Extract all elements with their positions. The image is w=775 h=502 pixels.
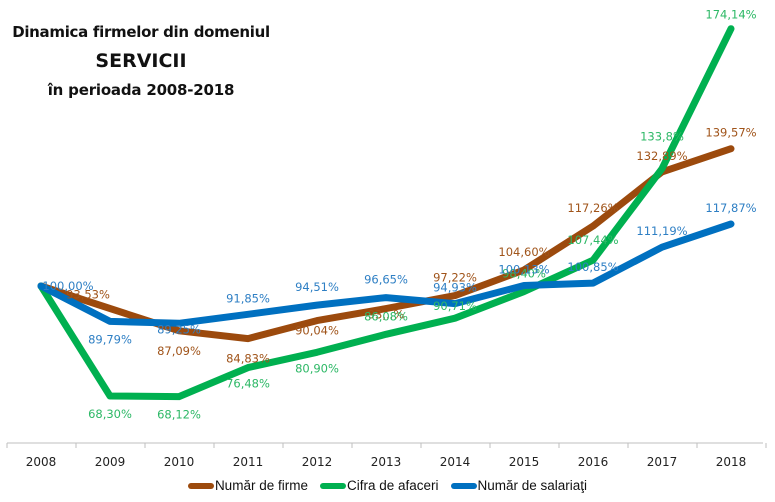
data-label-numar-firme: 139,57% <box>705 126 756 140</box>
data-label-numar-firme: 90,04% <box>295 324 339 338</box>
x-axis: 2008 2009 2010 2011 2012 2013 2014 2015 2016 2017… <box>6 442 767 469</box>
data-label-numar-salariati: 100,00% <box>42 279 93 293</box>
legend-item-numar-salariati[interactable]: Număr de salariaţi <box>450 478 588 493</box>
x-tick-label: 2014 <box>440 455 471 469</box>
chart-title-line1: Dinamica firmelor din domeniul <box>12 23 270 41</box>
data-label-cifra-afaceri: 174,14% <box>705 8 756 22</box>
legend-swatch-numar-salariati <box>450 482 477 489</box>
data-label-numar-salariati: 94,51% <box>295 280 339 294</box>
legend-label-numar-firme: Număr de firme <box>214 478 308 493</box>
legend-swatch-cifra-afaceri <box>319 482 346 489</box>
x-tick-label: 2008 <box>26 455 57 469</box>
data-label-cifra-afaceri: 80,90% <box>295 361 339 375</box>
x-tick-label: 2009 <box>95 455 126 469</box>
legend-item-cifra-afaceri[interactable]: Cifra de afaceri <box>319 478 439 493</box>
data-label-cifra-afaceri: 98,40% <box>502 267 546 281</box>
data-labels: 93,53% 87,09% 84,83% 90,04% 93,..% 97,22% 104,… <box>42 8 756 422</box>
data-label-numar-firme: 97,22% <box>433 271 477 285</box>
data-label-numar-salariati: 89,25% <box>157 322 201 336</box>
data-label-numar-salariati: 100,85% <box>567 260 618 274</box>
legend-swatch-numar-firme <box>187 482 214 489</box>
data-label-numar-salariati: 100,13% <box>498 263 549 277</box>
x-tick-label: 2015 <box>509 455 540 469</box>
data-label-numar-salariati: 117,87% <box>705 201 756 215</box>
data-label-numar-salariati: 94,93% <box>433 281 477 295</box>
data-label-cifra-afaceri: 76,48% <box>226 377 270 391</box>
data-label-cifra-afaceri: 107,44% <box>567 233 618 247</box>
data-label-numar-salariati: 111,19% <box>636 224 687 238</box>
legend-label-numar-salariati: Număr de salariaţi <box>477 478 588 493</box>
series-lines <box>37 25 735 401</box>
x-tick-label: 2011 <box>233 455 264 469</box>
data-label-cifra-afaceri: 68,30% <box>88 407 132 421</box>
data-label-numar-firme: 104,60% <box>498 245 549 259</box>
chart-title: Dinamica firmelor din domeniul SERVICII … <box>0 22 282 100</box>
x-tick-label: 2010 <box>164 455 195 469</box>
data-label-numar-salariati: 89,79% <box>88 332 132 346</box>
data-label-numar-firme: 84,83% <box>226 352 270 366</box>
x-tick-label: 2016 <box>578 455 609 469</box>
x-tick-label: 2018 <box>716 455 747 469</box>
data-label-numar-firme: 117,26% <box>567 201 618 215</box>
data-label-cifra-afaceri: 86,08% <box>364 309 408 323</box>
data-label-numar-firme: 132,89% <box>636 149 687 163</box>
data-label-numar-salariati: 91,85% <box>226 291 270 305</box>
data-label-cifra-afaceri: 90,71% <box>433 299 477 313</box>
data-label-cifra-afaceri: 133,8% <box>640 130 684 144</box>
legend-label-cifra-afaceri: Cifra de afaceri <box>346 478 439 493</box>
legend: Număr de firme Cifra de afaceri Număr de… <box>0 478 775 493</box>
chart-title-line3: în perioada 2008-2018 <box>47 81 235 99</box>
x-tick-label: 2012 <box>302 455 333 469</box>
x-tick-label: 2017 <box>647 455 678 469</box>
data-label-cifra-afaceri: 68,12% <box>157 408 201 422</box>
chart-title-line2: SERVICII <box>95 50 187 72</box>
data-label-numar-firme: 93,53% <box>66 288 110 302</box>
data-label-numar-firme: 93,..% <box>368 308 405 322</box>
legend-item-numar-firme[interactable]: Număr de firme <box>187 478 308 493</box>
data-label-numar-salariati: 96,65% <box>364 273 408 287</box>
data-label-numar-firme: 87,09% <box>157 344 201 358</box>
x-tick-label: 2013 <box>371 455 402 469</box>
